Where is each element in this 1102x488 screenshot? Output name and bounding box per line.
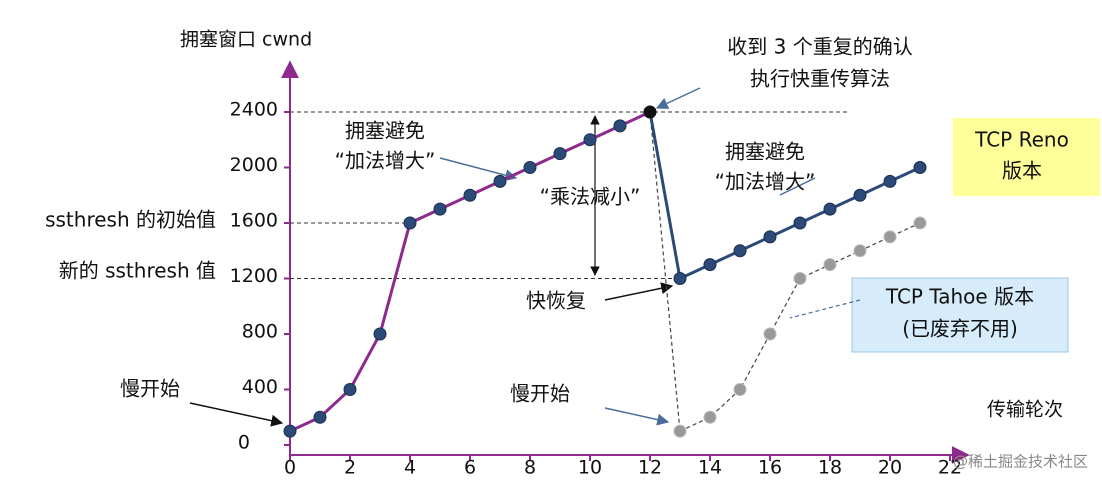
reno-drop	[648, 111, 682, 279]
data-point	[853, 244, 867, 258]
data-point	[823, 202, 837, 216]
data-point	[613, 119, 627, 133]
y-tick-label: 1600	[230, 210, 278, 232]
data-point	[403, 216, 417, 230]
y-axis-title: 拥塞窗口 cwnd	[180, 29, 312, 51]
x-tick-label: 18	[818, 457, 842, 479]
data-point	[733, 244, 747, 258]
data-point	[703, 410, 717, 424]
annotation: ssthresh 的初始值	[45, 208, 216, 232]
x-tick-label: 20	[878, 457, 902, 479]
data-point	[703, 258, 717, 272]
data-point	[883, 230, 897, 244]
tahoe-box	[851, 277, 1069, 353]
data-point	[283, 424, 297, 438]
y-tick-label: 2000	[230, 154, 278, 176]
arrow	[604, 407, 670, 426]
tahoe-drop	[649, 111, 681, 432]
data-point	[313, 410, 327, 424]
data-point	[553, 147, 567, 161]
x-tick-label: 16	[758, 457, 782, 479]
data-point	[493, 174, 507, 188]
data-point	[523, 161, 537, 174]
arrow	[655, 87, 701, 109]
data-point	[733, 383, 747, 396]
y-tick-label: 400	[242, 376, 278, 398]
annotation: 收到 3 个重复的确认	[727, 35, 912, 59]
data-point	[793, 216, 807, 230]
data-point	[433, 202, 447, 216]
x-axis-title: 传输轮次	[987, 399, 1063, 421]
annotation: 拥塞避免	[725, 140, 805, 164]
annotation: 新的 ssthresh 值	[59, 259, 216, 283]
data-point	[463, 188, 477, 202]
data-point	[763, 230, 777, 244]
y-tick-label: 800	[242, 321, 278, 343]
x-tick-label: 2	[344, 457, 356, 479]
data-point	[673, 424, 687, 438]
x-tick-label: 4	[404, 457, 416, 479]
data-point	[913, 161, 927, 174]
x-tick-label: 14	[698, 457, 722, 479]
data-point	[343, 383, 357, 396]
annotation: 版本	[1002, 159, 1042, 183]
x-tick-label: 0	[284, 457, 296, 479]
arrow	[439, 157, 518, 182]
data-point	[763, 327, 777, 341]
annotation: TCP Reno	[974, 128, 1069, 152]
data-point	[853, 188, 867, 202]
annotation: 拥塞避免	[345, 119, 425, 143]
data-point	[793, 272, 807, 285]
annotation: TCP Tahoe 版本	[885, 285, 1034, 309]
y-tick-label: 1200	[230, 265, 278, 287]
watermark: @稀土掘金技术社区	[953, 453, 1088, 471]
annotation: 慢开始	[510, 382, 570, 406]
y-tick-label: 0	[238, 432, 250, 454]
x-tick-label: 22	[938, 457, 962, 479]
annotation: 执行快重传算法	[750, 67, 890, 91]
annotation: “加法增大”	[335, 149, 436, 173]
annotation: 快恢复	[526, 289, 586, 313]
x-tick-label: 8	[524, 457, 536, 479]
x-tick-label: 6	[464, 457, 476, 479]
data-point	[643, 105, 657, 119]
data-point	[373, 327, 387, 341]
annotation: “乘法减小”	[540, 185, 641, 209]
data-point	[913, 216, 927, 230]
arrow	[604, 282, 674, 301]
data-point	[673, 272, 687, 285]
arrow	[779, 177, 816, 196]
annotation: 慢开始	[120, 377, 180, 401]
y-tick-label: 2400	[230, 99, 278, 121]
arrow	[189, 402, 284, 427]
data-point	[883, 174, 897, 188]
x-tick-label: 12	[638, 457, 662, 479]
arrow	[789, 299, 861, 319]
reno-box	[953, 118, 1100, 196]
series-line	[679, 222, 921, 432]
data-point	[823, 258, 837, 272]
annotation: (已废弃不用)	[902, 317, 1018, 341]
data-point	[583, 133, 597, 147]
annotation: “加法增大”	[715, 170, 816, 194]
x-tick-label: 10	[578, 457, 602, 479]
